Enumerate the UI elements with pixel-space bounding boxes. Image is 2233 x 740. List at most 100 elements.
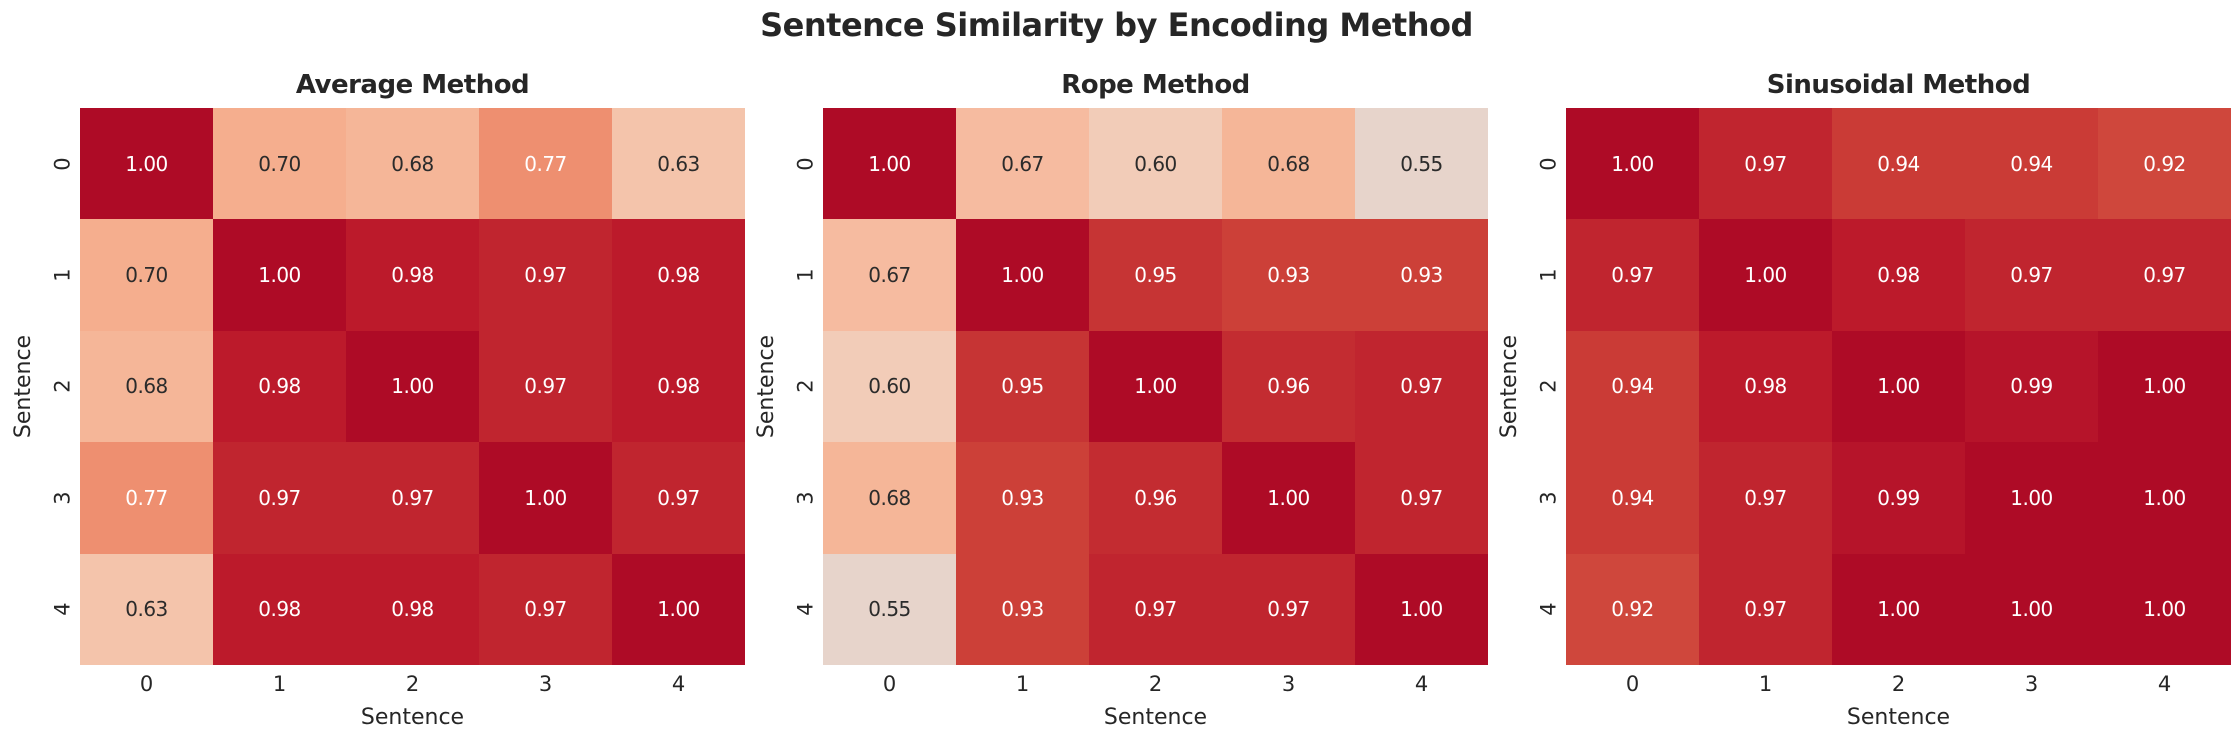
y-tick-label: 3 bbox=[1537, 491, 1561, 505]
cell-value: 0.93 bbox=[1400, 263, 1443, 288]
heatmap-cell: 0.93 bbox=[956, 553, 1089, 665]
cell-value: 0.77 bbox=[125, 485, 168, 510]
x-tick-label: 3 bbox=[2024, 672, 2039, 696]
cell-value: 1.00 bbox=[524, 485, 567, 510]
heatmap-cell: 0.97 bbox=[1355, 442, 1488, 554]
heatmap-cell: 0.98 bbox=[213, 330, 346, 443]
heatmap-cell: 0.68 bbox=[1222, 108, 1355, 220]
heatmap-cell: 0.98 bbox=[1832, 219, 1965, 331]
cell-value: 1.00 bbox=[1267, 485, 1310, 510]
subplot-title: Sinusoidal Method bbox=[1766, 70, 2031, 100]
x-tick-labels: 0 1 2 3 4 bbox=[80, 665, 745, 703]
cell-value: 0.70 bbox=[258, 151, 301, 176]
y-tick-label: 0 bbox=[1537, 157, 1561, 171]
subplot-row: Average Method Sentence 0 1 2 3 4 1.00 0.70 0.… bbox=[0, 62, 2233, 737]
cell-value: 0.94 bbox=[1611, 485, 1654, 510]
cell-value: 1.00 bbox=[2143, 597, 2186, 622]
cell-value: 0.60 bbox=[868, 374, 911, 399]
heatmap-cell: 0.97 bbox=[479, 219, 612, 331]
cell-value: 1.00 bbox=[1877, 374, 1920, 399]
heatmap-cell: 0.55 bbox=[1355, 108, 1488, 220]
cell-value: 0.93 bbox=[1267, 263, 1310, 288]
cell-value: 0.98 bbox=[657, 374, 700, 399]
heatmap-cell: 0.94 bbox=[1566, 442, 1699, 554]
heatmap-cell: 0.98 bbox=[213, 553, 346, 665]
cell-value: 0.63 bbox=[125, 597, 168, 622]
heatmap-cell: 0.97 bbox=[1699, 553, 1832, 665]
cell-value: 0.97 bbox=[524, 374, 567, 399]
x-tick-label: 3 bbox=[1281, 672, 1296, 696]
heatmap-cell: 1.00 bbox=[1699, 219, 1832, 331]
heatmap-cell: 0.94 bbox=[1832, 108, 1965, 220]
x-tick-label: 3 bbox=[538, 672, 553, 696]
heatmap-cell: 0.68 bbox=[823, 442, 956, 554]
cell-value: 0.94 bbox=[2010, 151, 2053, 176]
cell-value: 0.92 bbox=[2143, 151, 2186, 176]
cell-value: 0.97 bbox=[1400, 485, 1443, 510]
x-tick-label: 2 bbox=[405, 672, 420, 696]
cell-value: 0.97 bbox=[2143, 263, 2186, 288]
heatmap-cell: 1.00 bbox=[213, 219, 346, 331]
heatmap-cell: 0.97 bbox=[1699, 108, 1832, 220]
y-tick-label: 2 bbox=[51, 379, 75, 394]
cell-value: 1.00 bbox=[1611, 151, 1654, 176]
cell-value: 0.77 bbox=[524, 151, 567, 176]
cell-value: 0.98 bbox=[657, 263, 700, 288]
y-tick-label: 1 bbox=[51, 268, 75, 282]
x-tick-label: 0 bbox=[1625, 672, 1640, 696]
heatmap-cell: 0.63 bbox=[612, 108, 745, 220]
heatmap-grid: 1.00 0.97 0.94 0.94 0.92 0.97 1.00 0.98 0.97 0.97… bbox=[1566, 108, 2231, 665]
cell-value: 0.97 bbox=[2010, 263, 2053, 288]
heatmap-cell: 0.98 bbox=[346, 553, 479, 665]
heatmap-cell: 1.00 bbox=[1089, 330, 1222, 443]
cell-value: 0.97 bbox=[1744, 597, 1787, 622]
cell-value: 0.68 bbox=[1267, 151, 1310, 176]
heatmap-cell: 1.00 bbox=[1222, 442, 1355, 554]
panel-average-method: Average Method Sentence 0 1 2 3 4 1.00 0.70 0.… bbox=[2, 62, 745, 737]
y-tick-label: 1 bbox=[794, 268, 818, 282]
cell-value: 0.95 bbox=[1134, 263, 1177, 288]
cell-value: 1.00 bbox=[1744, 263, 1787, 288]
heatmap-grid: 1.00 0.70 0.68 0.77 0.63 0.70 1.00 0.98 0.97 0.98… bbox=[80, 108, 745, 665]
heatmap-cell: 1.00 bbox=[612, 553, 745, 665]
heatmap-cell: 0.97 bbox=[1699, 442, 1832, 554]
x-tick-label: 4 bbox=[671, 672, 686, 696]
y-axis-label: Sentence bbox=[11, 334, 37, 439]
panel-rope-method: Rope Method Sentence 0 1 2 3 4 1.00 0.67 0.60 0… bbox=[745, 62, 1488, 737]
cell-value: 1.00 bbox=[1001, 263, 1044, 288]
figure-title: Sentence Similarity by Encoding Method bbox=[760, 6, 1473, 44]
y-tick-label: 4 bbox=[51, 602, 75, 616]
heatmap-cell: 0.55 bbox=[823, 553, 956, 665]
cell-value: 1.00 bbox=[1877, 597, 1920, 622]
x-tick-label: 4 bbox=[1414, 672, 1429, 696]
cell-value: 0.98 bbox=[258, 374, 301, 399]
x-axis-label: Sentence bbox=[1846, 705, 1951, 730]
cell-value: 0.97 bbox=[1611, 263, 1654, 288]
y-axis-label: Sentence bbox=[1497, 334, 1523, 439]
cell-value: 1.00 bbox=[868, 151, 911, 176]
x-tick-label: 1 bbox=[1758, 672, 1773, 696]
cell-value: 0.94 bbox=[1877, 151, 1920, 176]
heatmap-cell: 0.97 bbox=[1965, 219, 2098, 331]
cell-value: 0.63 bbox=[657, 151, 700, 176]
cell-value: 0.98 bbox=[258, 597, 301, 622]
x-tick-label: 1 bbox=[1015, 672, 1030, 696]
heatmap-cell: 1.00 bbox=[346, 330, 479, 443]
heatmap-cell: 0.67 bbox=[956, 108, 1089, 220]
x-tick-labels: 0 1 2 3 4 bbox=[1566, 665, 2231, 703]
heatmap-cell: 0.68 bbox=[346, 108, 479, 220]
cell-value: 0.95 bbox=[1001, 374, 1044, 399]
x-tick-label: 2 bbox=[1891, 672, 1906, 696]
cell-value: 0.93 bbox=[1001, 485, 1044, 510]
x-tick-label: 0 bbox=[882, 672, 897, 696]
heatmap-cell: 0.60 bbox=[823, 330, 956, 443]
y-tick-label: 2 bbox=[794, 379, 818, 394]
heatmap-cell: 1.00 bbox=[2098, 442, 2231, 554]
cell-value: 0.68 bbox=[125, 374, 168, 399]
heatmap-cell: 0.98 bbox=[346, 219, 479, 331]
heatmap-cell: 1.00 bbox=[1355, 553, 1488, 665]
y-tick-label: 4 bbox=[1537, 602, 1561, 616]
subplot-title: Average Method bbox=[295, 70, 530, 100]
x-tick-label: 1 bbox=[272, 672, 287, 696]
x-tick-label: 0 bbox=[139, 672, 154, 696]
